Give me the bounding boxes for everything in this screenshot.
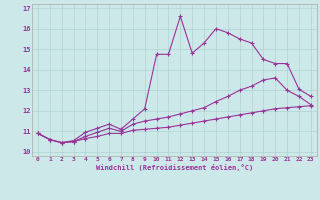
X-axis label: Windchill (Refroidissement éolien,°C): Windchill (Refroidissement éolien,°C) <box>96 164 253 171</box>
